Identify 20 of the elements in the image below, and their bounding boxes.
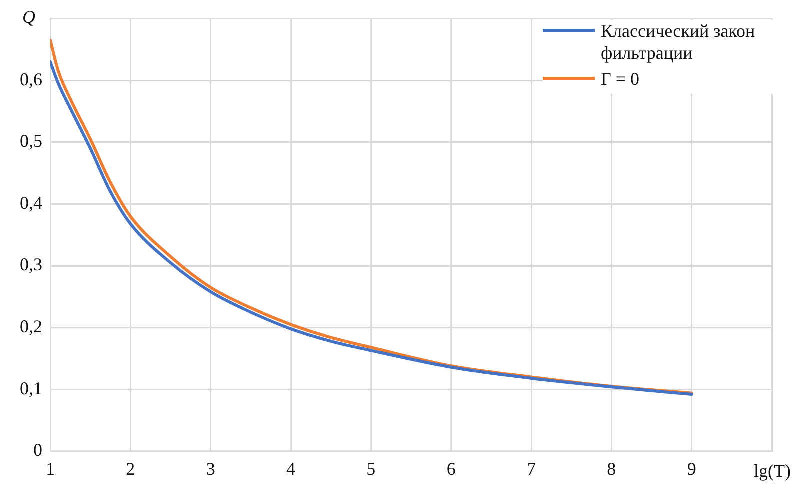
x-tick-label: 2 — [126, 458, 136, 479]
x-tick-label: 1 — [46, 458, 55, 479]
x-tick-label: 3 — [206, 458, 216, 479]
y-tick-label: 0,6 — [20, 69, 42, 90]
x-tick-label: 4 — [286, 458, 296, 479]
x-tick-label: 5 — [366, 458, 376, 479]
legend-label: Γ = 0 — [601, 68, 641, 90]
y-tick-label: 0,3 — [20, 254, 42, 275]
x-tick-label: 9 — [687, 458, 696, 479]
y-tick-label: 0,2 — [20, 316, 42, 337]
x-tick-label: 6 — [446, 458, 456, 479]
y-tick-label: 0,1 — [20, 378, 42, 398]
y-tick-label: 0 — [34, 440, 42, 460]
y-tick-label: 0,4 — [20, 192, 42, 213]
y-tick-label: 0,5 — [20, 131, 42, 152]
x-tick-label: 7 — [527, 458, 536, 479]
y-axis-title: Q — [22, 6, 36, 28]
x-tick-label: 8 — [607, 458, 616, 479]
x-axis-title: lg(T) — [754, 461, 791, 482]
legend-label: Классический закон фильтрации — [601, 20, 756, 64]
